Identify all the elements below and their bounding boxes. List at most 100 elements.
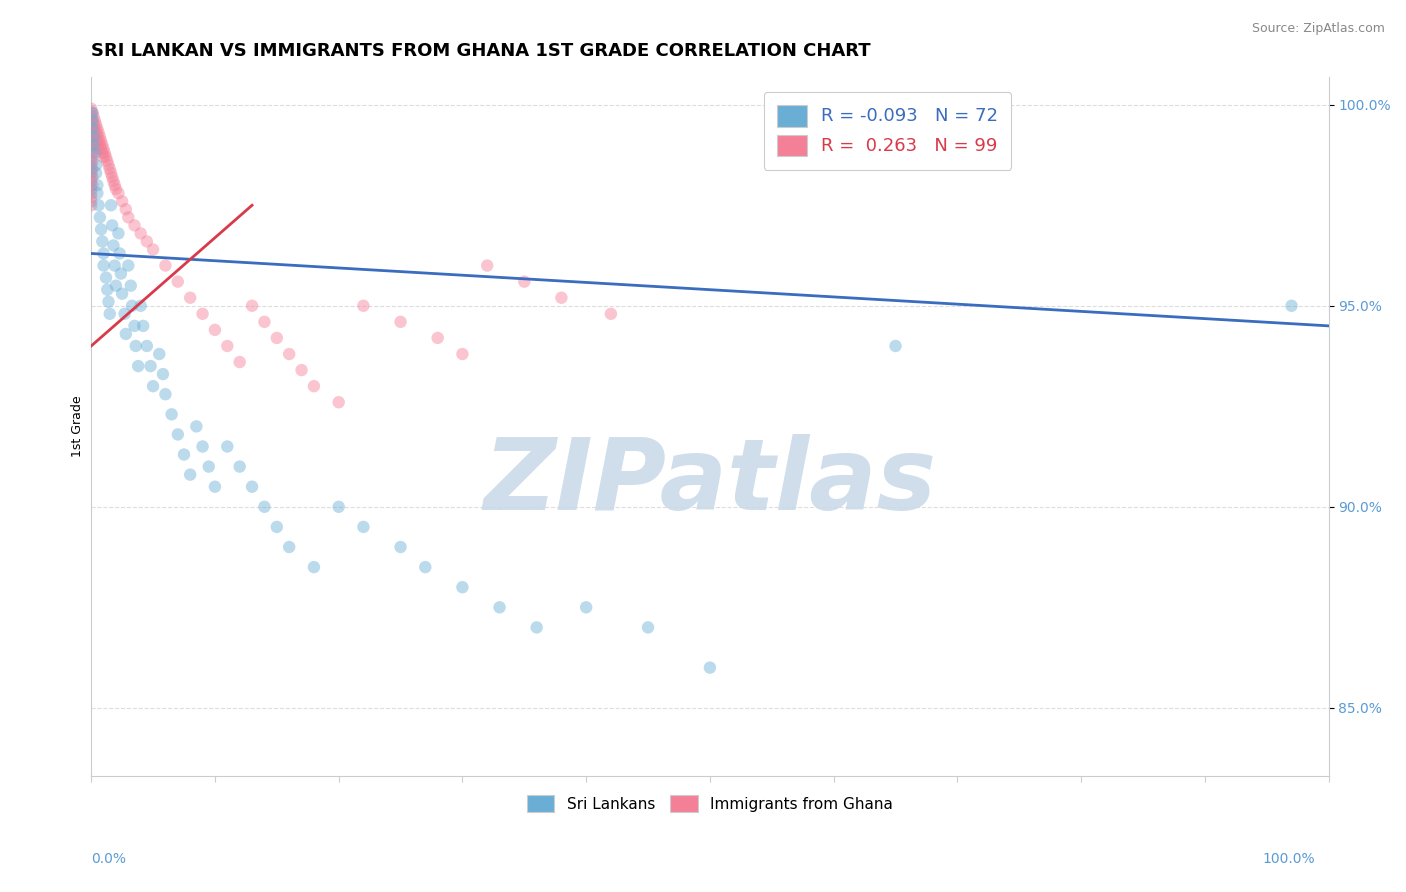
Point	[80, 186, 103, 201]
Point	[121, 299, 143, 313]
Point	[111, 194, 134, 209]
Point	[83, 121, 105, 136]
Point	[80, 102, 103, 116]
Point	[87, 142, 110, 156]
Point	[103, 238, 125, 252]
Point	[86, 121, 108, 136]
Point	[179, 467, 201, 482]
Point	[108, 246, 131, 260]
Point	[179, 291, 201, 305]
Point	[80, 194, 103, 209]
Point	[135, 235, 157, 249]
Point	[253, 315, 276, 329]
Point	[240, 299, 263, 313]
Point	[253, 500, 276, 514]
Y-axis label: 1st Grade: 1st Grade	[72, 395, 84, 458]
Point	[84, 134, 107, 148]
Point	[101, 170, 124, 185]
Point	[82, 105, 104, 120]
Point	[114, 307, 136, 321]
Point	[197, 459, 219, 474]
Point	[451, 347, 474, 361]
Point	[83, 137, 105, 152]
Point	[389, 315, 412, 329]
Point	[1281, 299, 1303, 313]
Point	[191, 307, 214, 321]
Point	[87, 126, 110, 140]
Point	[120, 278, 142, 293]
Point	[94, 146, 117, 161]
Point	[80, 146, 103, 161]
Point	[82, 105, 104, 120]
Point	[87, 198, 110, 212]
Point	[93, 142, 115, 156]
Point	[98, 307, 121, 321]
Point	[86, 129, 108, 144]
Point	[93, 150, 115, 164]
Point	[80, 129, 103, 144]
Point	[97, 158, 120, 172]
Point	[91, 137, 114, 152]
Point	[83, 134, 105, 148]
Point	[80, 178, 103, 193]
Point	[125, 339, 148, 353]
Text: 0.0%: 0.0%	[91, 852, 127, 866]
Point	[475, 259, 498, 273]
Point	[83, 129, 105, 144]
Point	[104, 178, 127, 193]
Point	[100, 198, 122, 212]
Point	[111, 286, 134, 301]
Point	[107, 227, 129, 241]
Point	[100, 166, 122, 180]
Point	[352, 299, 374, 313]
Point	[148, 347, 170, 361]
Point	[82, 137, 104, 152]
Text: ZIPatlas: ZIPatlas	[484, 434, 936, 531]
Point	[82, 178, 104, 193]
Point	[83, 110, 105, 124]
Point	[575, 600, 598, 615]
Point	[142, 243, 165, 257]
Point	[217, 339, 239, 353]
Point	[82, 113, 104, 128]
Point	[89, 137, 111, 152]
Point	[83, 146, 105, 161]
Point	[152, 367, 174, 381]
Point	[101, 219, 124, 233]
Point	[87, 134, 110, 148]
Point	[83, 113, 105, 128]
Text: SRI LANKAN VS IMMIGRANTS FROM GHANA 1ST GRADE CORRELATION CHART: SRI LANKAN VS IMMIGRANTS FROM GHANA 1ST …	[91, 42, 870, 60]
Point	[84, 158, 107, 172]
Point	[114, 202, 136, 217]
Point	[166, 427, 188, 442]
Point	[129, 299, 152, 313]
Point	[600, 307, 623, 321]
Point	[352, 520, 374, 534]
Point	[82, 162, 104, 177]
Point	[80, 162, 103, 177]
Point	[82, 170, 104, 185]
Point	[127, 359, 149, 373]
Point	[80, 182, 103, 196]
Point	[124, 219, 146, 233]
Point	[103, 174, 125, 188]
Point	[84, 166, 107, 180]
Point	[96, 283, 118, 297]
Point	[550, 291, 572, 305]
Point	[302, 379, 325, 393]
Point	[129, 227, 152, 241]
Point	[80, 113, 103, 128]
Point	[451, 580, 474, 594]
Point	[240, 480, 263, 494]
Point	[413, 560, 436, 574]
Point	[80, 142, 103, 156]
Point	[93, 259, 115, 273]
Point	[80, 170, 103, 185]
Point	[278, 540, 301, 554]
Point	[135, 339, 157, 353]
Point	[96, 154, 118, 169]
Point	[80, 105, 103, 120]
Point	[166, 275, 188, 289]
Point	[637, 620, 659, 634]
Point	[155, 387, 177, 401]
